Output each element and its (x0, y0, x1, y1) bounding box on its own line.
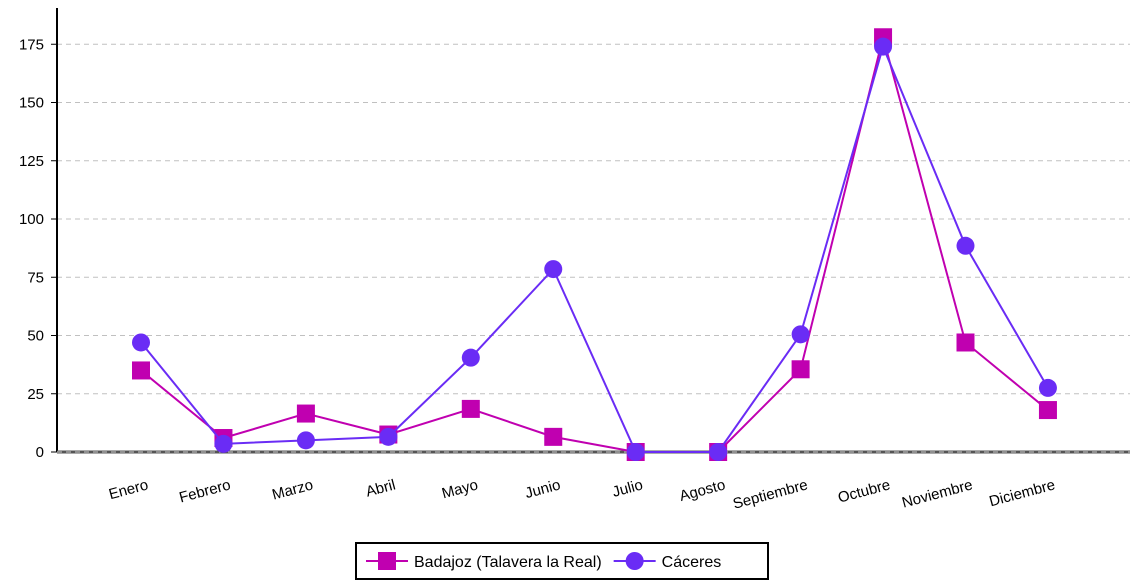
x-tick-label: Diciembre (987, 476, 1057, 510)
x-tick-label: Enero (107, 476, 150, 503)
axes (51, 8, 1130, 454)
legend-label: Cáceres (662, 554, 722, 571)
y-tick-label: 150 (19, 95, 44, 112)
data-point (956, 236, 975, 255)
legend-box (355, 542, 769, 580)
y-tick-label: 175 (19, 36, 44, 53)
x-tick-label: Julio (611, 476, 645, 500)
data-point (544, 427, 563, 446)
series-line (140, 43, 1049, 453)
data-point (379, 427, 398, 446)
data-point (132, 333, 150, 352)
data-point (1038, 378, 1057, 397)
data-point (874, 37, 893, 56)
x-tick-label: Septiembre (731, 476, 810, 512)
x-tick-label: Marzo (270, 476, 315, 503)
data-point (791, 360, 810, 379)
y-tick-label: 75 (27, 269, 44, 286)
x-tick-label: Mayo (440, 476, 480, 502)
x-tick-label: Febrero (177, 476, 232, 506)
x-tick-label: Octubre (836, 476, 892, 506)
data-point (296, 404, 315, 423)
x-tick-label: Junio (523, 476, 562, 502)
x-tick-label: Agosto (678, 476, 728, 505)
legend: Badajoz (Talavera la Real) Cáceres (355, 542, 769, 580)
y-tick-label: 25 (27, 386, 44, 403)
data-point (791, 325, 810, 344)
data-point (544, 260, 563, 279)
data-point (956, 333, 975, 352)
x-tick-label: Noviembre (900, 476, 974, 511)
legend-label: Badajoz (Talavera la Real) (414, 554, 602, 571)
data-point (461, 399, 480, 418)
data-point (626, 443, 645, 461)
series-lines (132, 28, 1057, 461)
legend-marker (625, 552, 644, 570)
y-tick-label: 50 (27, 328, 44, 345)
y-tick-label: 0 (36, 444, 44, 461)
data-point (132, 361, 150, 380)
data-point (709, 443, 728, 461)
data-point (214, 434, 233, 453)
grid-lines (57, 43, 1130, 395)
y-tick-label: 100 (19, 211, 44, 228)
series-line (140, 33, 1049, 453)
data-point (461, 348, 480, 367)
x-tick-label: Abril (364, 476, 397, 500)
y-tick-label: 125 (19, 153, 44, 170)
data-point (1038, 401, 1057, 420)
data-point (296, 431, 315, 450)
x-tick-labels: Enero Febrero Marzo Abril Mayo Junio Julio Agos… (107, 476, 1057, 512)
legend-marker (378, 552, 396, 570)
y-tick-labels: 0 25 50 75 100 125 150 175 (19, 36, 44, 461)
